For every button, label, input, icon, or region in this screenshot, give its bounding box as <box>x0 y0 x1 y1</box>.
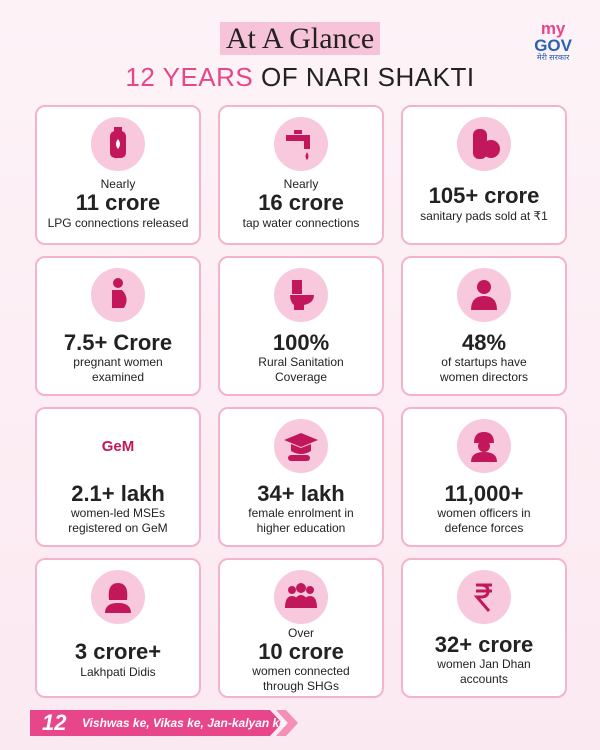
stat-description: women-led MSEs registered on GeM <box>68 506 168 536</box>
subtitle-highlight: 12 YEARS <box>125 62 254 92</box>
stat-prefix: Nearly <box>283 177 319 192</box>
icon <box>457 268 511 322</box>
stat-text: 3 crore+ Lakhpati Didis <box>75 624 161 696</box>
icon <box>274 117 328 171</box>
stat-description: pregnant women examined <box>73 355 163 385</box>
icon-logo: GeM <box>91 419 145 473</box>
icon <box>91 268 145 322</box>
stat-description: of startups have women directors <box>439 355 529 385</box>
icon <box>274 419 328 473</box>
subtitle: 12 YEARS OF NARI SHAKTI <box>0 62 600 93</box>
stat-card: 3 crore+ Lakhpati Didis <box>35 558 201 698</box>
stat-value: 100% <box>272 329 330 355</box>
stat-card: Over 10 crore women connected through SHGs <box>218 558 384 698</box>
stat-description: women Jan Dhan accounts <box>437 657 531 687</box>
stat-value: 2.1+ lakh <box>71 480 165 506</box>
footer: 12 Vishwas ke, Vikas ke, Jan-kalyan ke <box>30 710 300 736</box>
stat-text: 11,000+ women officers in defence forces <box>424 473 544 545</box>
icon <box>274 570 328 624</box>
stat-text: 34+ lakh female enrolment in higher educa… <box>234 473 369 545</box>
stat-value: 48% <box>461 329 507 355</box>
stat-value: 11 crore <box>75 190 161 216</box>
stat-value: 10 crore <box>258 638 344 664</box>
stat-card: Nearly 16 crore tap water connections <box>218 105 384 245</box>
stat-text: 48% of startups have women directors <box>427 322 542 394</box>
title: At A Glance <box>0 22 600 56</box>
stat-card: 11,000+ women officers in defence forces <box>401 407 567 547</box>
stat-text: 7.5+ Crore pregnant women examined <box>63 322 173 394</box>
footer-banner <box>30 710 298 736</box>
stat-card: Nearly 11 crore LPG connections released <box>35 105 201 245</box>
stat-text: Nearly 11 crore LPG connections released <box>48 171 189 243</box>
stat-text: 32+ crore women Jan Dhan accounts <box>427 624 542 696</box>
icon <box>457 117 511 171</box>
stat-description: Lakhpati Didis <box>80 664 156 679</box>
logo-bottom: GOV <box>534 36 572 55</box>
stat-value: 32+ crore <box>434 631 534 657</box>
logo: my GOV मेरी सरकार <box>534 20 572 62</box>
title-text: At A Glance <box>219 22 381 55</box>
stat-description: women officers in defence forces <box>437 506 531 536</box>
stat-card: 34+ lakh female enrolment in higher educa… <box>218 407 384 547</box>
stat-text: Over 10 crore women connected through SHGs <box>234 624 369 696</box>
logo-top: my <box>540 19 566 38</box>
stat-text: 105+ crore sanitary pads sold at ₹1 <box>420 171 548 243</box>
stat-prefix: Over <box>287 625 314 640</box>
icon <box>457 419 511 473</box>
icon <box>274 268 328 322</box>
subtitle-rest: OF NARI SHAKTI <box>260 62 475 92</box>
card-grid: Nearly 11 crore LPG connections released Ne… <box>35 105 568 698</box>
stat-description: Rural Sanitation Coverage <box>258 355 344 385</box>
icon-text: GeM <box>101 437 135 455</box>
stat-value: 3 crore+ <box>74 639 162 665</box>
stat-value: 11,000+ <box>444 480 524 506</box>
stat-card: 7.5+ Crore pregnant women examined <box>35 256 201 396</box>
stat-description: women connected through SHGs <box>252 664 350 694</box>
stat-text: 100% Rural Sanitation Coverage <box>246 322 356 394</box>
stat-card: 48% of startups have women directors <box>401 256 567 396</box>
icon <box>91 117 145 171</box>
stat-card: 105+ crore sanitary pads sold at ₹1 <box>401 105 567 245</box>
stat-description: sanitary pads sold at ₹1 <box>420 208 548 223</box>
footer-number: 12 <box>42 710 67 735</box>
stat-value: 16 crore <box>258 190 344 216</box>
footer-tagline: Vishwas ke, Vikas ke, Jan-kalyan ke <box>82 716 286 730</box>
stat-prefix: Nearly <box>100 177 136 192</box>
stat-description: female enrolment in higher education <box>248 506 354 536</box>
stat-description: LPG connections released <box>47 215 189 230</box>
stat-card: 32+ crore women Jan Dhan accounts <box>401 558 567 698</box>
stat-value: 105+ crore <box>428 183 540 209</box>
stat-card: 100% Rural Sanitation Coverage <box>218 256 384 396</box>
stat-text: 2.1+ lakh women-led MSEs registered on Ge… <box>56 473 181 545</box>
stat-text: Nearly 16 crore tap water connections <box>243 171 360 243</box>
stat-card: GeM 2.1+ lakh women-led MSEs registered on… <box>35 407 201 547</box>
icon <box>457 570 511 624</box>
stat-value: 34+ lakh <box>257 480 345 506</box>
stat-description: tap water connections <box>242 215 360 230</box>
icon <box>91 570 145 624</box>
logo-tagline: मेरी सरकार <box>536 53 570 62</box>
stat-value: 7.5+ Crore <box>63 329 173 355</box>
